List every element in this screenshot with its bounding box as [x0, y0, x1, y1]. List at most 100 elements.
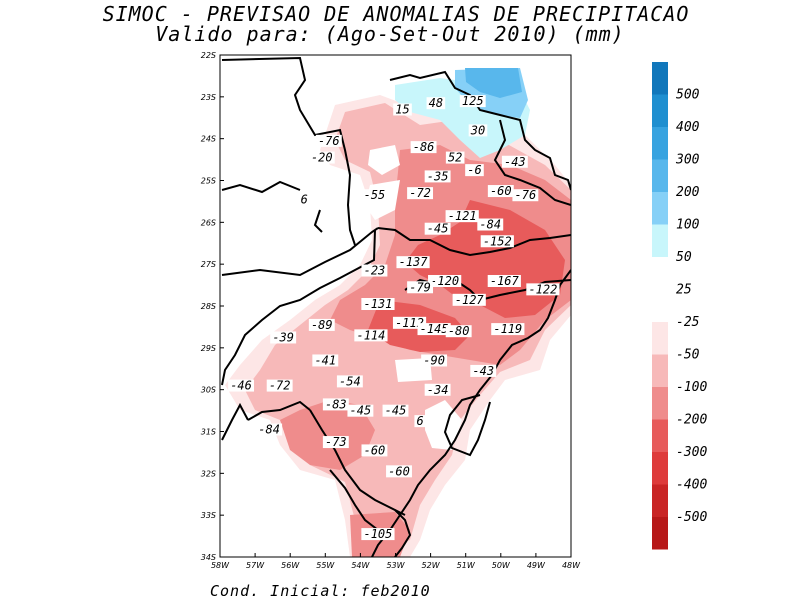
anomaly-value: -23: [364, 264, 386, 278]
colorbar-swatch-positive: [652, 62, 668, 95]
anomaly-value: -137: [399, 255, 429, 269]
boundary-line: [377, 227, 571, 257]
lon-tick-label: 53W: [386, 561, 405, 570]
anomaly-value: 6: [301, 192, 308, 206]
value-label-box: [428, 274, 462, 287]
lon-tick-label: 52W: [422, 561, 441, 570]
boundary-line: [313, 209, 323, 233]
lat-tick-label: 31S: [201, 428, 216, 437]
anomaly-value: 125: [462, 94, 484, 108]
boundary-line: [394, 509, 412, 557]
anomaly-value: -39: [272, 330, 294, 344]
value-label-box: [407, 281, 434, 294]
value-label-box: [308, 151, 335, 164]
anomaly-value: -90: [423, 353, 445, 367]
colorbar-label-negative: -400: [676, 478, 707, 493]
anomaly-value: -114: [356, 328, 385, 342]
initial-condition-label: Cond. Inicial: feb2010: [210, 582, 431, 600]
value-label-box: [526, 283, 560, 296]
value-label-box: [336, 375, 363, 388]
lat-tick-label: 24S: [201, 135, 216, 144]
anomaly-value: -45: [427, 222, 449, 236]
value-label-box: [487, 185, 514, 198]
value-label-box: [228, 379, 255, 392]
value-label-box: [386, 465, 412, 478]
value-label-box: [270, 331, 297, 344]
value-label-box: [361, 444, 388, 457]
value-label-box: [361, 298, 395, 310]
anomaly-value: 6: [416, 414, 423, 428]
value-label-box: [465, 164, 484, 177]
value-label-box: [470, 364, 497, 377]
colorbar-swatch-negative: [652, 387, 668, 420]
lat-tick-label: 25S: [201, 177, 216, 186]
anomaly-value: 52: [448, 151, 462, 165]
boundary-line: [329, 469, 379, 531]
anomaly-value: -35: [427, 169, 449, 183]
boundary-line: [221, 229, 376, 386]
boundary-line: [389, 70, 571, 191]
lat-tick-label: 32S: [201, 469, 216, 478]
value-label-box: [417, 323, 451, 336]
colorbar-swatch-negative: [652, 354, 668, 387]
boundary-line: [443, 394, 491, 457]
value-label-box: [501, 155, 528, 168]
value-label-box: [491, 323, 525, 336]
anomaly-value: -84: [258, 423, 280, 437]
value-label-box: [445, 325, 472, 338]
colorbar-swatch-negative: [652, 517, 668, 550]
value-label-box: [354, 329, 388, 342]
value-label-box: [459, 95, 486, 108]
anomaly-value: -122: [528, 282, 557, 296]
anomaly-shading: [225, 68, 571, 557]
value-label-box: [477, 218, 504, 231]
anomaly-value: -73: [325, 435, 347, 449]
colorbar-label-negative: -200: [676, 413, 707, 428]
anomaly-value: -60: [388, 464, 410, 478]
colorbar-label-negative: -50: [676, 348, 700, 363]
anomaly-value: 15: [395, 102, 409, 116]
anomaly-value: -119: [493, 322, 522, 336]
value-label-box: [256, 423, 283, 436]
value-label-box: [322, 398, 349, 411]
colorbar-swatch-negative: [652, 419, 668, 452]
boundary-line: [247, 400, 311, 421]
lon-tick-label: 58W: [211, 561, 230, 570]
value-label-box: [424, 170, 451, 183]
colorbar-swatch-positive: [652, 192, 668, 225]
lat-tick-label: 30S: [201, 386, 216, 395]
shade-white-gap: [368, 145, 400, 175]
anomaly-value: -6: [467, 163, 481, 177]
lon-tick-label: 57W: [246, 561, 265, 570]
anomaly-value: -127: [455, 293, 485, 307]
lat-tick-label: 34S: [201, 553, 216, 562]
value-label-box: [426, 97, 446, 110]
colorbar-swatch-positive: [652, 94, 668, 127]
value-label-box: [393, 103, 412, 116]
anomaly-value: -45: [350, 404, 372, 418]
colorbar-swatch-positive: [652, 159, 668, 192]
value-label-box: [452, 293, 486, 306]
anomaly-value: -105: [363, 527, 392, 541]
anomaly-value: -43: [504, 155, 526, 169]
anomaly-value: -145: [420, 322, 449, 336]
value-label-box: [512, 189, 539, 202]
value-label-box: [322, 436, 349, 449]
lat-tick-label: 33S: [201, 511, 216, 520]
lon-tick-label: 54W: [351, 561, 370, 570]
lat-tick-label: 28S: [201, 302, 216, 311]
colorbar: 500 400 300 200 100 50 25 -25 -50 -100 -200 -300 -40…: [652, 62, 707, 550]
lat-tick-label: 22S: [201, 51, 216, 60]
value-label-box: [361, 264, 388, 277]
colorbar-swatch-positive: [652, 257, 668, 290]
colorbar-label-negative: -25: [676, 315, 700, 330]
colorbar-label-positive: 100: [676, 218, 700, 233]
value-label-box: [315, 134, 342, 147]
anomaly-value: -76: [318, 134, 340, 148]
colorbar-swatch-negative: [652, 452, 668, 485]
value-label-box: [407, 187, 434, 200]
anomaly-value: -72: [409, 186, 431, 200]
value-label-box: [361, 189, 388, 202]
